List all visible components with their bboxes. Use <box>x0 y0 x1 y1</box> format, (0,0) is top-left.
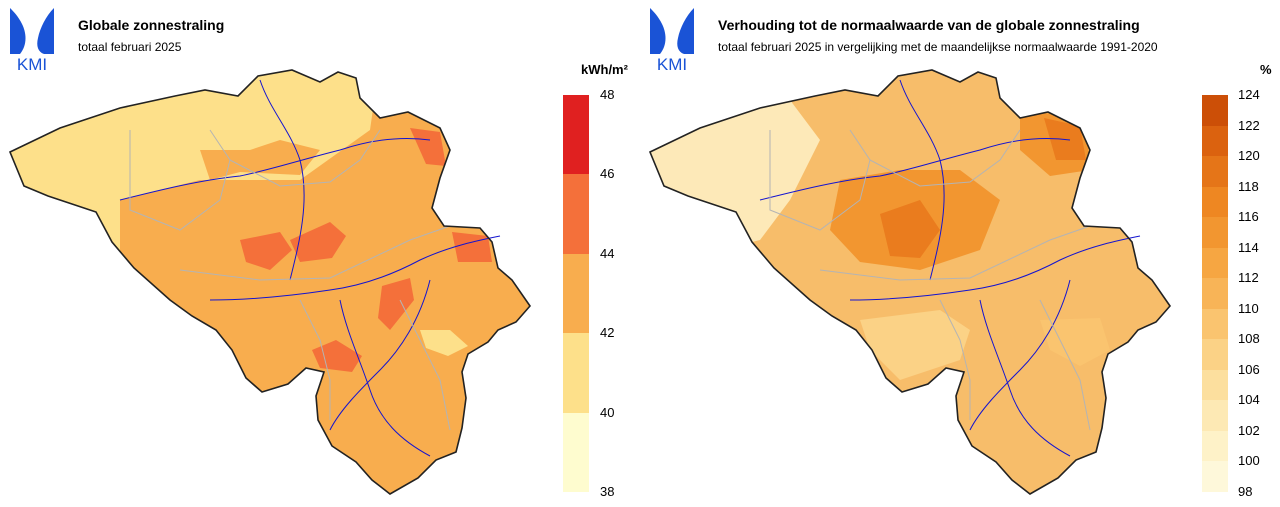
legend-tick-label: 124 <box>1238 87 1260 102</box>
ratio-normal-panel: KMI Verhouding tot de normaalwaarde van … <box>640 0 1280 507</box>
legend-color-segment <box>563 333 589 414</box>
legend-tick-label: 42 <box>600 325 615 341</box>
svg-text:KMI: KMI <box>17 55 47 72</box>
legend-color-segment <box>1202 339 1228 371</box>
province-borders <box>769 129 1091 431</box>
kmi-logo-icon: KMI <box>10 8 54 72</box>
legend-tick-label: 122 <box>1238 117 1260 133</box>
map-subtitle: totaal februari 2025 <box>78 40 182 54</box>
legend-tick-label: 48 <box>600 87 615 102</box>
legend-color-segment <box>1202 369 1228 401</box>
legend-tick-label: 120 <box>1238 148 1260 164</box>
legend-color-segment <box>1202 186 1228 218</box>
map-area-low-south-west <box>860 310 970 380</box>
map-area-high-1 <box>240 232 292 270</box>
belgium-border <box>648 69 1172 495</box>
map-title: Globale zonnestraling <box>78 17 225 33</box>
map-area-high-4 <box>452 232 492 262</box>
legend-color-segment <box>563 174 589 255</box>
legend-color-segment <box>563 95 589 175</box>
color-legend <box>1202 95 1228 493</box>
legend-tick-label: 110 <box>1238 300 1259 316</box>
legend-tick-label: 116 <box>1238 209 1259 225</box>
map-area-high-6 <box>312 340 362 372</box>
legend-color-segment <box>1202 156 1228 188</box>
rivers <box>119 79 501 457</box>
color-legend <box>563 95 589 493</box>
map-area-high-5 <box>378 278 414 330</box>
legend-tick-label: 108 <box>1238 331 1260 347</box>
belgium-border <box>8 69 532 495</box>
map-subtitle: totaal februari 2025 in vergelijking met… <box>718 40 1158 54</box>
legend-color-segment <box>1202 217 1228 249</box>
map-area-high-2 <box>290 222 346 262</box>
legend-color-segment <box>1202 95 1228 127</box>
legend-unit: % <box>1260 62 1272 77</box>
legend-color-segment <box>1202 461 1228 493</box>
legend-unit: kWh/m² <box>581 62 628 77</box>
legend-tick-label: 38 <box>600 484 615 499</box>
map-area-low-south <box>420 330 468 356</box>
kmi-logo-icon: KMI <box>650 8 694 72</box>
legend-color-segment <box>563 412 589 493</box>
radiation-map <box>8 69 532 495</box>
legend-color-segment <box>1202 278 1228 310</box>
legend-tick-label: 44 <box>600 245 615 261</box>
legend-tick-label: 106 <box>1238 361 1260 377</box>
map-area-mid-patch <box>200 140 320 180</box>
legend-color-segment <box>1202 308 1228 340</box>
map-area-low-south <box>1040 318 1110 366</box>
svg-text:KMI: KMI <box>657 55 687 72</box>
legend-color-segment <box>1202 400 1228 432</box>
ratio-map <box>648 69 1172 495</box>
legend-tick-label: 98 <box>1238 484 1253 499</box>
legend-tick-label: 112 <box>1238 270 1259 286</box>
solar-radiation-panel: KMI Globale zonnestraling totaal februar… <box>8 8 628 499</box>
legend-tick-label: 40 <box>600 404 615 420</box>
legend-tick-label: 46 <box>600 166 615 182</box>
legend-color-segment <box>1202 125 1228 157</box>
legend-tick-label: 114 <box>1238 239 1259 255</box>
map-area-high-3 <box>410 128 446 166</box>
legend-tick-label: 104 <box>1238 392 1260 408</box>
legend-color-segment <box>1202 247 1228 279</box>
rivers <box>759 79 1141 457</box>
map-area-high-1 <box>880 200 940 258</box>
province-borders <box>129 129 451 431</box>
legend-color-segment <box>1202 430 1228 462</box>
legend-tick-label: 102 <box>1238 422 1260 438</box>
legend-tick-label: 100 <box>1238 453 1260 469</box>
legend-color-segment <box>563 253 589 334</box>
legend-tick-label: 118 <box>1238 178 1259 194</box>
map-title: Verhouding tot de normaalwaarde van de g… <box>718 17 1140 33</box>
